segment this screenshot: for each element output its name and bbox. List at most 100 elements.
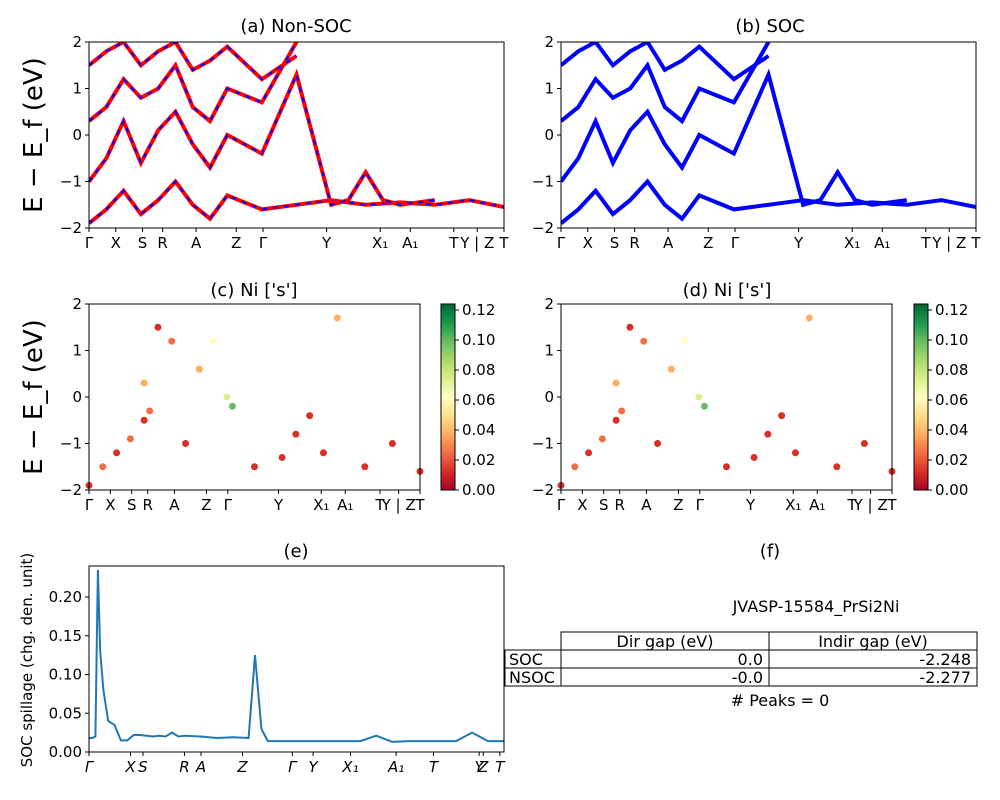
colorbar-tick-label: 0.10 bbox=[935, 331, 968, 349]
gap-table: Dir gap (eV) Indir gap (eV) SOC 0.0 -2.2… bbox=[504, 631, 978, 687]
x-tick-label: T bbox=[374, 496, 385, 514]
y-tick-label: −2 bbox=[60, 481, 82, 499]
y-tick-label: 0.10 bbox=[49, 666, 82, 684]
y-tick-label: −2 bbox=[532, 219, 554, 237]
scatter-point bbox=[791, 449, 799, 457]
y-tick-label: 0 bbox=[72, 126, 82, 144]
scatter-point bbox=[113, 449, 121, 457]
scatter-point bbox=[319, 449, 327, 457]
x-tick-label: A₁ bbox=[874, 234, 890, 252]
table-row-nsoc-dir: -0.0 bbox=[732, 668, 763, 687]
panel-c-ylabel: E − E_f (eV) bbox=[19, 319, 49, 475]
x-tick-label: Γ bbox=[85, 496, 94, 514]
colorbar-tick-label: 0.00 bbox=[935, 481, 968, 499]
scatter-point bbox=[571, 463, 579, 471]
x-tick-label: X₁ bbox=[341, 758, 358, 776]
y-tick-label: 0.15 bbox=[49, 627, 82, 645]
table-header-indir: Indir gap (eV) bbox=[818, 632, 928, 651]
scatter-point bbox=[140, 416, 148, 424]
band-line-3 bbox=[561, 42, 770, 82]
y-tick-label: 1 bbox=[72, 80, 82, 98]
x-tick-label: A₁ bbox=[387, 758, 404, 776]
y-tick-label: −1 bbox=[60, 173, 82, 191]
x-tick-label: X₁ bbox=[372, 234, 388, 252]
panel-b-title: (b) SOC bbox=[735, 16, 804, 37]
scatter-point bbox=[778, 412, 786, 420]
band-line-1 bbox=[561, 68, 908, 208]
x-tick-label: Y bbox=[273, 496, 284, 514]
x-tick-label: A₁ bbox=[809, 496, 825, 514]
y-tick-label: 0.00 bbox=[49, 743, 82, 761]
x-tick-label: T bbox=[495, 758, 506, 776]
x-tick-label: S bbox=[138, 758, 148, 776]
y-tick-label: 0 bbox=[544, 388, 554, 406]
x-tick-label: Γ bbox=[224, 496, 233, 514]
x-tick-label: Γ bbox=[557, 234, 566, 252]
colorbar-tick-label: 0.00 bbox=[462, 481, 495, 499]
table-row-soc-label: SOC bbox=[509, 650, 543, 669]
scatter-point bbox=[667, 365, 675, 373]
x-tick-label: A bbox=[663, 234, 674, 252]
band-dash-1 bbox=[89, 71, 435, 207]
x-tick-label: R bbox=[157, 234, 167, 252]
x-tick-label: Γ bbox=[288, 758, 298, 776]
panel-a-title: (a) Non-SOC bbox=[240, 16, 351, 37]
scatter-point bbox=[764, 430, 772, 438]
band-line-0 bbox=[89, 178, 504, 225]
x-tick-label: Z bbox=[231, 234, 241, 252]
x-tick-label: Γ bbox=[557, 496, 566, 514]
x-tick-label: A bbox=[191, 234, 202, 252]
scatter-point bbox=[612, 416, 620, 424]
scatter-point bbox=[333, 314, 341, 322]
x-tick-label: T bbox=[970, 234, 981, 252]
panel-e-ylabel: SOC spillage (chg. den. unit) bbox=[18, 553, 36, 768]
x-tick-label: Y | Z bbox=[381, 496, 416, 514]
y-tick-label: 1 bbox=[544, 342, 554, 360]
scatter-point bbox=[833, 463, 841, 471]
y-tick-label: −1 bbox=[60, 435, 82, 453]
x-tick-label: Γ bbox=[731, 234, 740, 252]
x-tick-label: Γ bbox=[85, 234, 94, 252]
table-row-nsoc-indir: -2.277 bbox=[919, 668, 971, 687]
scatter-point bbox=[306, 412, 314, 420]
colorbar-tick-label: 0.12 bbox=[462, 301, 495, 319]
band-line-0 bbox=[561, 178, 976, 225]
x-tick-label: Y bbox=[321, 234, 332, 252]
axes-frame bbox=[88, 565, 505, 753]
x-tick-label: Y bbox=[475, 758, 486, 776]
x-tick-label: A bbox=[169, 496, 180, 514]
x-tick-label: S bbox=[127, 496, 137, 514]
scatter-point bbox=[612, 379, 620, 387]
y-tick-label: 0 bbox=[72, 388, 82, 406]
x-tick-label: S bbox=[138, 234, 148, 252]
y-tick-label: −1 bbox=[532, 435, 554, 453]
band-dash-3 bbox=[89, 42, 298, 81]
y-tick-label: 2 bbox=[544, 33, 554, 51]
colorbar-rect bbox=[913, 303, 929, 491]
x-tick-label: Z bbox=[673, 496, 683, 514]
colorbar-tick-label: 0.04 bbox=[935, 421, 968, 439]
x-tick-label: T bbox=[448, 234, 459, 252]
colorbar-tick-label: 0.08 bbox=[935, 361, 968, 379]
colorbar-c: 0.12 0.10 0.08 0.06 0.04 0.02 0.00 bbox=[440, 301, 495, 499]
x-tick-label: Z bbox=[201, 496, 211, 514]
scatter-point bbox=[361, 463, 369, 471]
scatter-point bbox=[195, 365, 203, 373]
scatter-point bbox=[750, 453, 758, 461]
panel-d-title: (d) Ni ['s'] bbox=[683, 280, 772, 301]
scatter-point bbox=[388, 440, 396, 447]
table-row-nsoc-label: NSOC bbox=[509, 668, 555, 687]
colorbar-tick-label: 0.04 bbox=[462, 421, 495, 439]
x-tick-label: A₁ bbox=[337, 496, 353, 514]
x-tick-label: X₁ bbox=[313, 496, 329, 514]
x-tick-label: Z bbox=[236, 758, 248, 776]
x-tick-label: S bbox=[610, 234, 620, 252]
panel-f-title: (f) bbox=[760, 541, 780, 562]
x-tick-label: R bbox=[179, 758, 189, 776]
x-tick-label: Y bbox=[745, 496, 756, 514]
scatter-point bbox=[154, 323, 162, 331]
x-tick-label: X bbox=[111, 234, 121, 252]
